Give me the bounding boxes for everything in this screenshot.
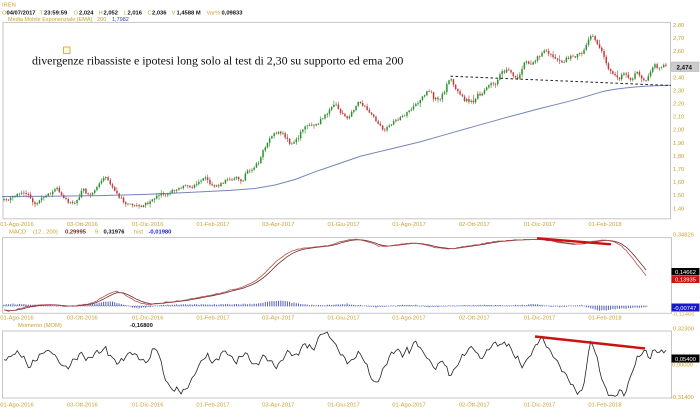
svg-text:01-Ago-2017: 01-Ago-2017: [392, 403, 426, 409]
svg-text:01-Ago-2016: 01-Ago-2016: [0, 316, 34, 322]
svg-text:-0,00747: -0,00747: [674, 306, 697, 312]
svg-text:2,20: 2,20: [673, 102, 684, 108]
svg-text:03-Apr-2017: 03-Apr-2017: [262, 222, 294, 228]
svg-text:01-Giu-2017: 01-Giu-2017: [327, 403, 359, 409]
svg-text:2,70: 2,70: [673, 36, 684, 42]
svg-text:divergenze ribassiste e ipotes: divergenze ribassiste e ipotesi long sol…: [32, 54, 403, 68]
svg-text:02-Ott-2017: 02-Ott-2017: [459, 222, 490, 228]
svg-text:01-Ago-2017: 01-Ago-2017: [392, 222, 426, 228]
svg-text:01-Ago-2017: 01-Ago-2017: [392, 316, 426, 322]
svg-text:-0,31400: -0,31400: [671, 395, 694, 401]
svg-text:2,60: 2,60: [673, 49, 684, 55]
svg-text:0,00000: 0,00000: [672, 363, 693, 369]
svg-text:03-Ott-2016: 03-Ott-2016: [67, 222, 98, 228]
svg-text:03-Ott-2016: 03-Ott-2016: [67, 403, 98, 409]
svg-text:02-Ott-2017: 02-Ott-2017: [459, 403, 490, 409]
svg-text:Momento (MOM)-0,16800: Momento (MOM) -0,16800: [18, 323, 153, 329]
svg-text:1,40: 1,40: [673, 206, 684, 212]
svg-text:02-Ott-2017: 02-Ott-2017: [459, 316, 490, 322]
svg-text:2,474: 2,474: [677, 64, 693, 71]
svg-text:01-Dic-2017: 01-Dic-2017: [524, 316, 556, 322]
svg-text:2,80: 2,80: [673, 23, 684, 29]
svg-text:01-Dic-2016: 01-Dic-2016: [132, 316, 164, 322]
svg-text:1,90: 1,90: [673, 141, 684, 147]
svg-text:1,70: 1,70: [673, 167, 684, 173]
svg-text:01-Feb-2017: 01-Feb-2017: [196, 316, 229, 322]
svg-text:2,10: 2,10: [673, 115, 684, 121]
svg-text:0,14662: 0,14662: [675, 270, 696, 276]
svg-text:0,32300: 0,32300: [673, 327, 694, 333]
svg-text:03-Apr-2017: 03-Apr-2017: [262, 316, 294, 322]
svg-text:01-Dic-2016: 01-Dic-2016: [132, 222, 164, 228]
svg-text:0,34826: 0,34826: [673, 233, 694, 239]
svg-text:03-Ott-2016: 03-Ott-2016: [67, 316, 98, 322]
svg-text:01-Feb-2017: 01-Feb-2017: [196, 222, 229, 228]
svg-text:01-Dic-2017: 01-Dic-2017: [524, 222, 556, 228]
svg-text:IREN: IREN: [2, 3, 16, 9]
svg-text:01-Ago-2016: 01-Ago-2016: [0, 222, 34, 228]
svg-text:1,50: 1,50: [673, 193, 684, 199]
svg-text:01-Feb-2017: 01-Feb-2017: [196, 403, 229, 409]
svg-text:01-Dic-2016: 01-Dic-2016: [132, 403, 164, 409]
svg-text:1,80: 1,80: [673, 154, 684, 160]
svg-text:01-Dic-2017: 01-Dic-2017: [524, 403, 556, 409]
svg-text:01-Ago-2016: 01-Ago-2016: [0, 403, 34, 409]
svg-text:01-Feb-2018: 01-Feb-2018: [588, 316, 621, 322]
svg-text:0,13935: 0,13935: [675, 278, 696, 284]
svg-text:03-Apr-2017: 03-Apr-2017: [262, 403, 294, 409]
svg-text:01-Giu-2017: 01-Giu-2017: [327, 222, 359, 228]
svg-text:1,60: 1,60: [673, 180, 684, 186]
svg-text:Media Mobile Esponenziale (EMA: Media Mobile Esponenziale (EMA) 200 1,7982: [8, 17, 129, 23]
svg-text:2,30: 2,30: [673, 88, 684, 94]
svg-text:01-Giu-2017: 01-Giu-2017: [327, 316, 359, 322]
svg-text:-0,11466: -0,11466: [672, 312, 694, 318]
svg-text:2,40: 2,40: [673, 75, 684, 81]
svg-text:01-Feb-2018: 01-Feb-2018: [588, 222, 621, 228]
svg-text:0,05400: 0,05400: [675, 357, 696, 363]
svg-text:2,00: 2,00: [673, 128, 684, 134]
svg-text:01-Feb-2018: 01-Feb-2018: [588, 403, 621, 409]
